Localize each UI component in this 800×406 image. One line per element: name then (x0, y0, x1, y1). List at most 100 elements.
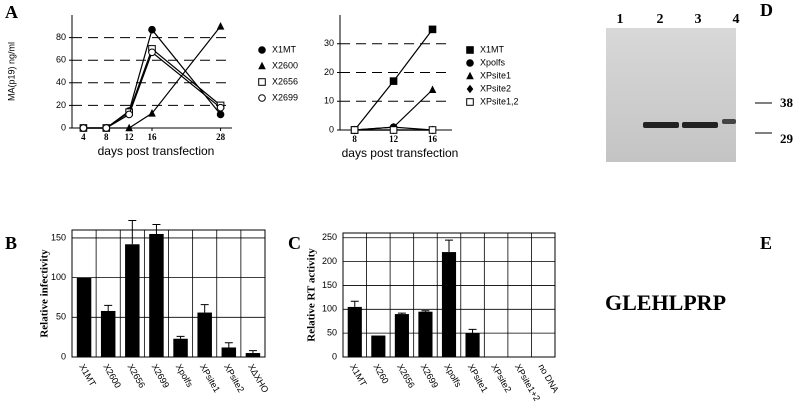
legend-marker (466, 46, 474, 54)
size-marker: 38 (780, 95, 794, 110)
y-tick-label: 50 (56, 312, 66, 322)
y-tick-label: 0 (329, 124, 334, 134)
band (722, 119, 736, 124)
y-axis-label: Relative RT activity (306, 248, 318, 342)
bar (465, 333, 480, 357)
bar (149, 233, 164, 357)
error-bar (421, 310, 430, 312)
panel-label: C (288, 233, 301, 253)
y-tick-label: 30 (324, 38, 334, 48)
x-tick-label: 12 (125, 132, 135, 142)
y-tick-label: 20 (56, 100, 66, 110)
x-tick-label: X1MT (348, 362, 369, 388)
band (682, 122, 718, 128)
legend-marker (258, 61, 266, 70)
y-tick-label: 50 (327, 328, 337, 338)
x-tick-label: X2699 (419, 362, 441, 390)
point (79, 124, 88, 132)
bar (173, 338, 188, 357)
error-bar (128, 219, 137, 245)
x-tick-label: XΔXHO (246, 362, 270, 394)
x-tick-label: 16 (148, 132, 158, 142)
x-tick-label: 4 (81, 132, 86, 142)
x-tick-label: 8 (104, 132, 109, 142)
bar (125, 244, 140, 357)
lane-label: 4 (733, 12, 740, 27)
peptide-sequence: GLEHLPRP (605, 290, 726, 315)
error-bar (445, 239, 453, 253)
x-tick-label: X2600 (101, 362, 123, 390)
point (102, 124, 111, 132)
x-tick-label: 16 (428, 134, 438, 144)
legend-marker (258, 46, 266, 54)
error-bar (468, 328, 477, 334)
legend-label: Xpolfs (480, 57, 506, 67)
y-tick-label: 60 (56, 55, 66, 65)
point (216, 103, 225, 112)
x-tick-label: XPsite1 (466, 362, 490, 394)
y-axis-label: MA(p19) ng/ml (6, 42, 16, 101)
size-marker: 29 (780, 131, 794, 146)
x-tick-label: X260 (372, 362, 391, 385)
bar (76, 277, 92, 357)
point (428, 25, 437, 34)
x-tick-label: X1MT (77, 362, 98, 388)
x-tick-label: XPsite2 (222, 362, 246, 394)
error-bar (350, 300, 359, 307)
gel (606, 28, 736, 162)
y-tick-label: 100 (51, 272, 66, 282)
panel-label: E (760, 233, 772, 253)
bar (394, 314, 409, 357)
legend-label: X2656 (272, 76, 298, 86)
panel-label: B (5, 233, 17, 253)
error-bar (224, 342, 233, 348)
bar (245, 353, 261, 357)
legend-label: XPsite1,2 (480, 96, 519, 106)
point (125, 110, 133, 119)
point (389, 126, 398, 134)
y-tick-label: 150 (51, 232, 66, 242)
panel-label: A (5, 2, 18, 22)
error-bar (176, 335, 185, 339)
point (350, 126, 359, 134)
bar (347, 306, 362, 357)
plot-frame (71, 229, 266, 358)
bar (418, 311, 433, 357)
point (428, 85, 437, 94)
lane-label: 3 (695, 12, 702, 27)
x-tick-label: X2699 (150, 362, 172, 390)
legend-marker (466, 71, 474, 80)
y-tick-label: 40 (56, 77, 66, 87)
bar (221, 347, 237, 357)
legend-marker (466, 98, 474, 106)
lane-label: 2 (657, 12, 664, 27)
error-bar (200, 304, 209, 313)
y-tick-label: 0 (332, 351, 337, 361)
point (148, 109, 156, 117)
y-tick-label: 80 (56, 32, 66, 42)
point (428, 126, 437, 134)
y-tick-label: 20 (324, 67, 334, 77)
x-tick-label: no DNA (536, 362, 560, 394)
y-tick-label: 100 (322, 304, 337, 314)
y-tick-label: 200 (322, 256, 337, 266)
x-tick-label: XPsite2 (489, 362, 513, 394)
error-bar (248, 350, 257, 354)
legend-marker (466, 84, 474, 94)
point (148, 25, 156, 34)
error-bar (104, 304, 113, 311)
point (389, 77, 398, 85)
legend-marker (258, 94, 266, 102)
point (216, 22, 225, 30)
legend-label: XPsite2 (480, 83, 511, 93)
x-tick-label: Xpolfs (442, 362, 463, 389)
y-axis-label: Relative infectivity (39, 249, 51, 338)
x-tick-label: 12 (389, 134, 399, 144)
legend-label: X2600 (272, 60, 298, 70)
x-tick-label: Xpolfs (174, 362, 195, 389)
legend-label: XPsite1 (480, 70, 511, 80)
y-tick-label: 0 (61, 351, 66, 361)
bar (441, 252, 457, 357)
legend-marker (258, 78, 266, 86)
x-tick-label: X2656 (395, 362, 417, 390)
